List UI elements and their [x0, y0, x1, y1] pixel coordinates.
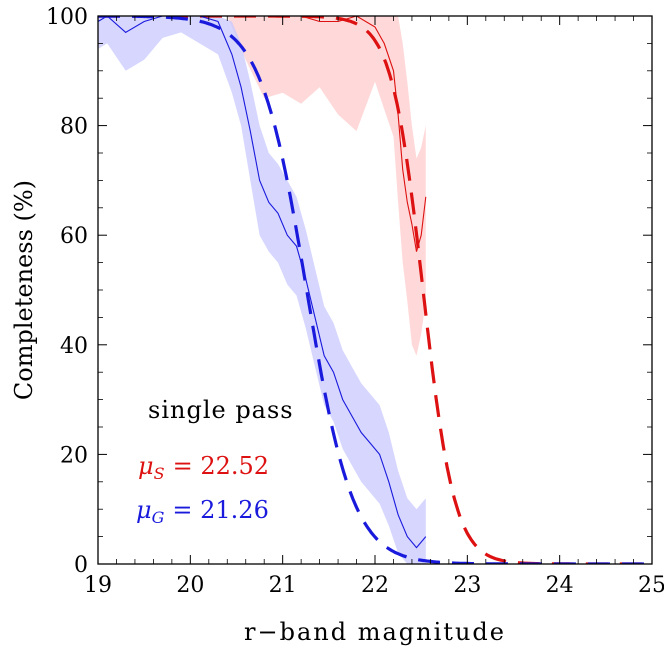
y-tick-label: 60 — [60, 224, 88, 249]
x-tick-label: 24 — [546, 573, 574, 598]
x-tick-label: 19 — [84, 573, 112, 598]
y-axis-title: Completeness (%) — [10, 180, 38, 400]
galaxies-line — [98, 16, 427, 549]
measured-lines — [98, 16, 427, 549]
x-axis-title: r−band magnitude — [244, 618, 506, 646]
x-tick-label: 23 — [453, 573, 481, 598]
y-tick-label: 20 — [60, 443, 88, 468]
axis-ticks: 19 20 21 22 23 24 25 0 20 40 60 80 100 — [46, 5, 664, 598]
legend-galaxies: μG = 21.26 — [136, 496, 269, 527]
galaxies-band — [98, 16, 426, 564]
galaxies-fit-curve — [98, 16, 652, 564]
y-tick-label: 80 — [60, 115, 88, 140]
stars-band — [98, 16, 426, 356]
x-tick-label: 22 — [361, 573, 389, 598]
x-tick-label: 20 — [176, 573, 204, 598]
legend-stars: μS = 22.52 — [138, 452, 269, 483]
stars-line — [98, 16, 427, 252]
annotation-single-pass: single pass — [148, 396, 294, 424]
x-tick-label: 21 — [269, 573, 297, 598]
y-tick-label: 100 — [46, 5, 88, 30]
y-tick-label: 0 — [74, 553, 88, 578]
confidence-bands — [98, 16, 426, 564]
y-tick-label: 40 — [60, 334, 88, 359]
x-tick-label: 25 — [638, 573, 664, 598]
